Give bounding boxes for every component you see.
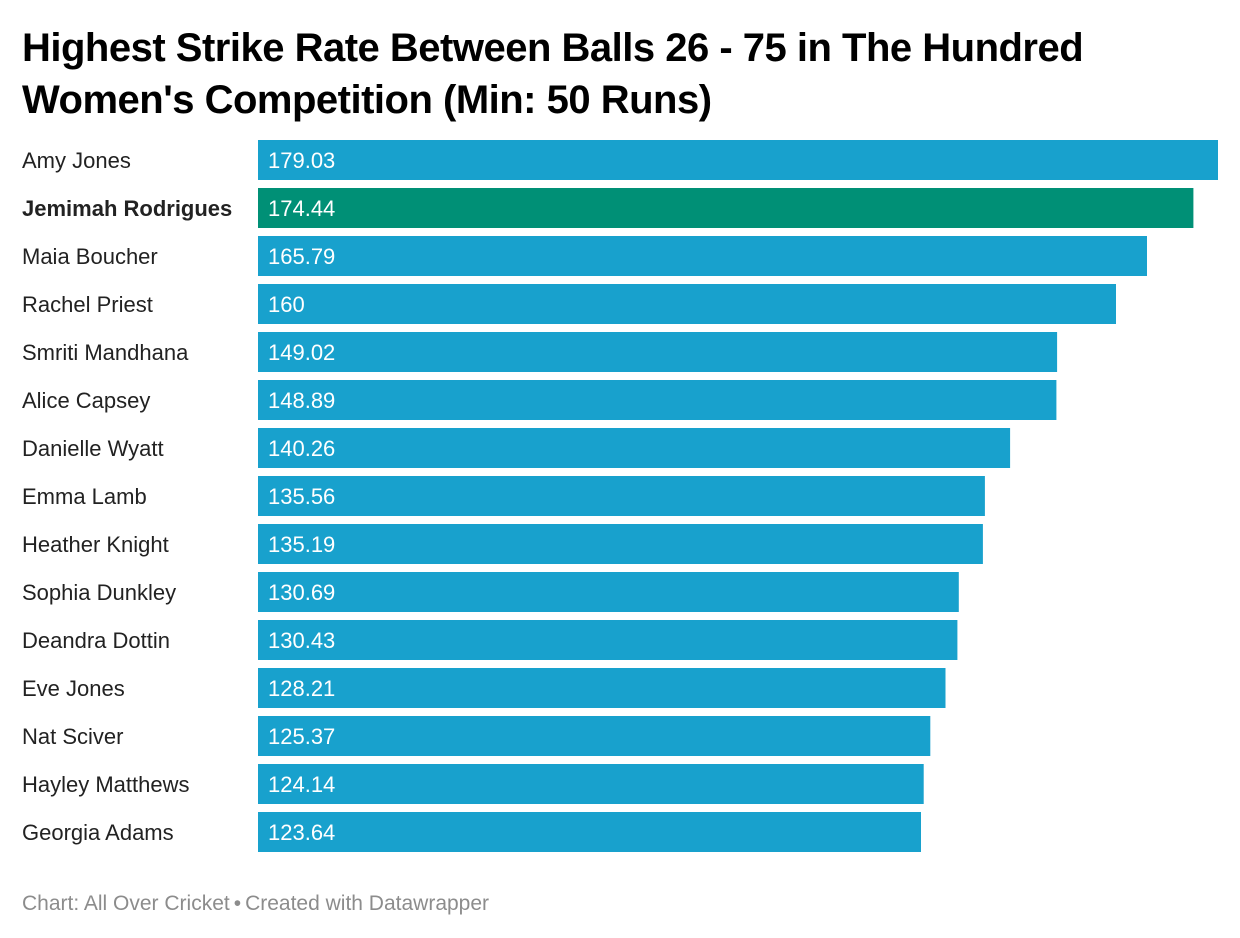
bar <box>258 524 983 564</box>
category-label: Amy Jones <box>22 148 131 173</box>
category-label: Alice Capsey <box>22 388 150 413</box>
bar-value-label: 165.79 <box>268 244 335 269</box>
chart-title: Highest Strike Rate Between Balls 26 - 7… <box>22 26 1084 122</box>
category-label: Smriti Mandhana <box>22 340 189 365</box>
bar <box>258 380 1057 420</box>
category-label: Hayley Matthews <box>22 772 190 797</box>
category-label: Maia Boucher <box>22 244 158 269</box>
bar-value-label: 174.44 <box>268 196 335 221</box>
bar-value-label: 128.21 <box>268 676 335 701</box>
bar <box>258 764 924 804</box>
bar <box>258 284 1116 324</box>
bar-value-label: 160 <box>268 292 305 317</box>
bar <box>258 428 1011 468</box>
category-label: Rachel Priest <box>22 292 153 317</box>
bar <box>258 332 1058 372</box>
category-label: Danielle Wyatt <box>22 436 164 461</box>
bar-value-label: 130.69 <box>268 580 335 605</box>
bar-value-label: 123.64 <box>268 820 335 845</box>
bar-value-label: 124.14 <box>268 772 335 797</box>
source-note: Chart: All Over Cricket <box>22 892 230 915</box>
category-label: Nat Sciver <box>22 724 123 749</box>
category-label: Jemimah Rodrigues <box>22 196 232 221</box>
bar-value-label: 140.26 <box>268 436 335 461</box>
bar <box>258 620 958 660</box>
bar <box>258 668 946 708</box>
bar-value-label: 179.03 <box>268 148 335 173</box>
category-label: Emma Lamb <box>22 484 147 509</box>
bar <box>258 476 985 516</box>
credit-note: Created with Datawrapper <box>245 892 490 915</box>
bar-value-label: 125.37 <box>268 724 335 749</box>
bar-value-label: 148.89 <box>268 388 335 413</box>
footer-separator: • <box>233 892 242 915</box>
bar <box>258 812 921 852</box>
category-label: Georgia Adams <box>22 820 174 845</box>
bar-value-label: 149.02 <box>268 340 335 365</box>
bar <box>258 716 931 756</box>
category-label: Sophia Dunkley <box>22 580 176 605</box>
bar <box>258 140 1218 180</box>
bar <box>258 572 959 612</box>
bar <box>258 188 1194 228</box>
chart-footer: Chart: All Over Cricket • Created with Dat… <box>22 892 489 916</box>
category-label: Heather Knight <box>22 532 169 557</box>
category-label: Deandra Dottin <box>22 628 170 653</box>
bar-value-label: 135.56 <box>268 484 335 509</box>
category-label: Eve Jones <box>22 676 125 701</box>
bar-value-label: 135.19 <box>268 532 335 557</box>
bar <box>258 236 1147 276</box>
bar-value-label: 130.43 <box>268 628 335 653</box>
